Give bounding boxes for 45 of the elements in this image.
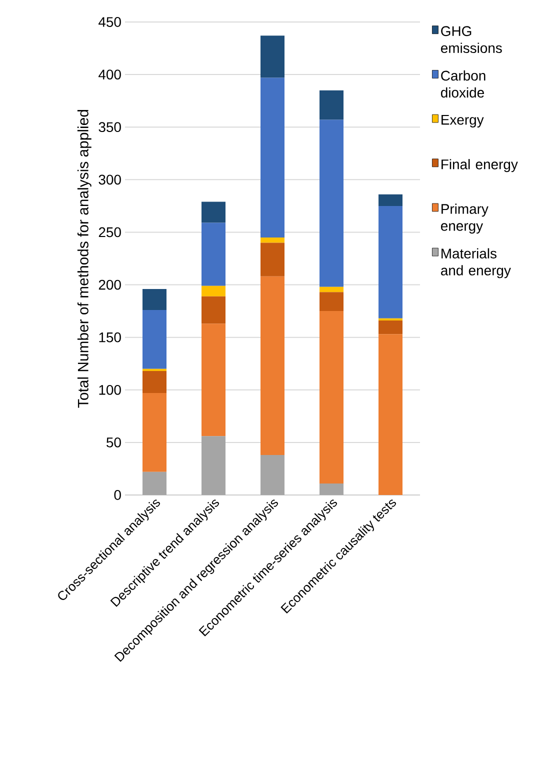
bar — [320, 483, 344, 495]
bar — [260, 237, 284, 243]
bar — [202, 296, 226, 324]
bar — [320, 90, 344, 120]
bar — [142, 370, 166, 394]
bar — [202, 222, 226, 286]
bar — [142, 310, 166, 369]
bar — [142, 472, 166, 495]
bar — [142, 288, 166, 310]
y-tick-label: 100 — [99, 384, 121, 395]
legend-label: GHG emissions — [441, 26, 502, 54]
bar — [378, 334, 403, 495]
bar — [378, 206, 403, 318]
bar — [320, 286, 344, 292]
bar — [260, 36, 284, 78]
legend-label: Materials and energy — [441, 248, 511, 278]
bar — [142, 393, 166, 472]
bar — [202, 436, 226, 495]
bar — [202, 324, 226, 436]
bar — [320, 311, 344, 484]
y-tick-label: 50 — [106, 437, 121, 448]
bar — [378, 194, 403, 206]
bar — [260, 242, 284, 276]
bar — [260, 78, 284, 238]
legend-label: Final energy — [442, 159, 518, 172]
bar — [260, 276, 284, 456]
y-tick-label: 250 — [98, 227, 121, 238]
bar — [202, 202, 226, 223]
legend-label: Carbon dioxide — [440, 70, 486, 98]
y-tick-label: 150 — [99, 332, 121, 342]
y-tick-label: 350 — [98, 122, 121, 132]
y-tick-label: 0 — [114, 490, 121, 500]
bar — [378, 318, 403, 321]
bar — [260, 455, 284, 495]
y-tick-label: 300 — [98, 174, 121, 185]
y-tick-label: 400 — [98, 70, 121, 80]
legend-label: Primary energy — [441, 204, 488, 234]
bar — [378, 320, 403, 334]
y-axis-title: Total Number of methods for analysis applied — [77, 110, 92, 408]
bar — [320, 292, 344, 312]
y-tick-label: 200 — [98, 280, 121, 290]
bar — [320, 120, 344, 287]
legend-label: Exergy — [442, 114, 484, 128]
bar — [202, 286, 226, 296]
y-tick-label: 450 — [98, 17, 121, 27]
